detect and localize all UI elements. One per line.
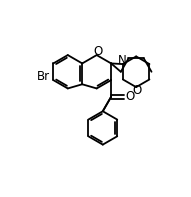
Text: O: O <box>93 45 102 58</box>
Text: O: O <box>133 84 142 97</box>
Text: N: N <box>117 54 126 67</box>
Text: Br: Br <box>37 70 50 83</box>
Text: O: O <box>125 89 134 102</box>
